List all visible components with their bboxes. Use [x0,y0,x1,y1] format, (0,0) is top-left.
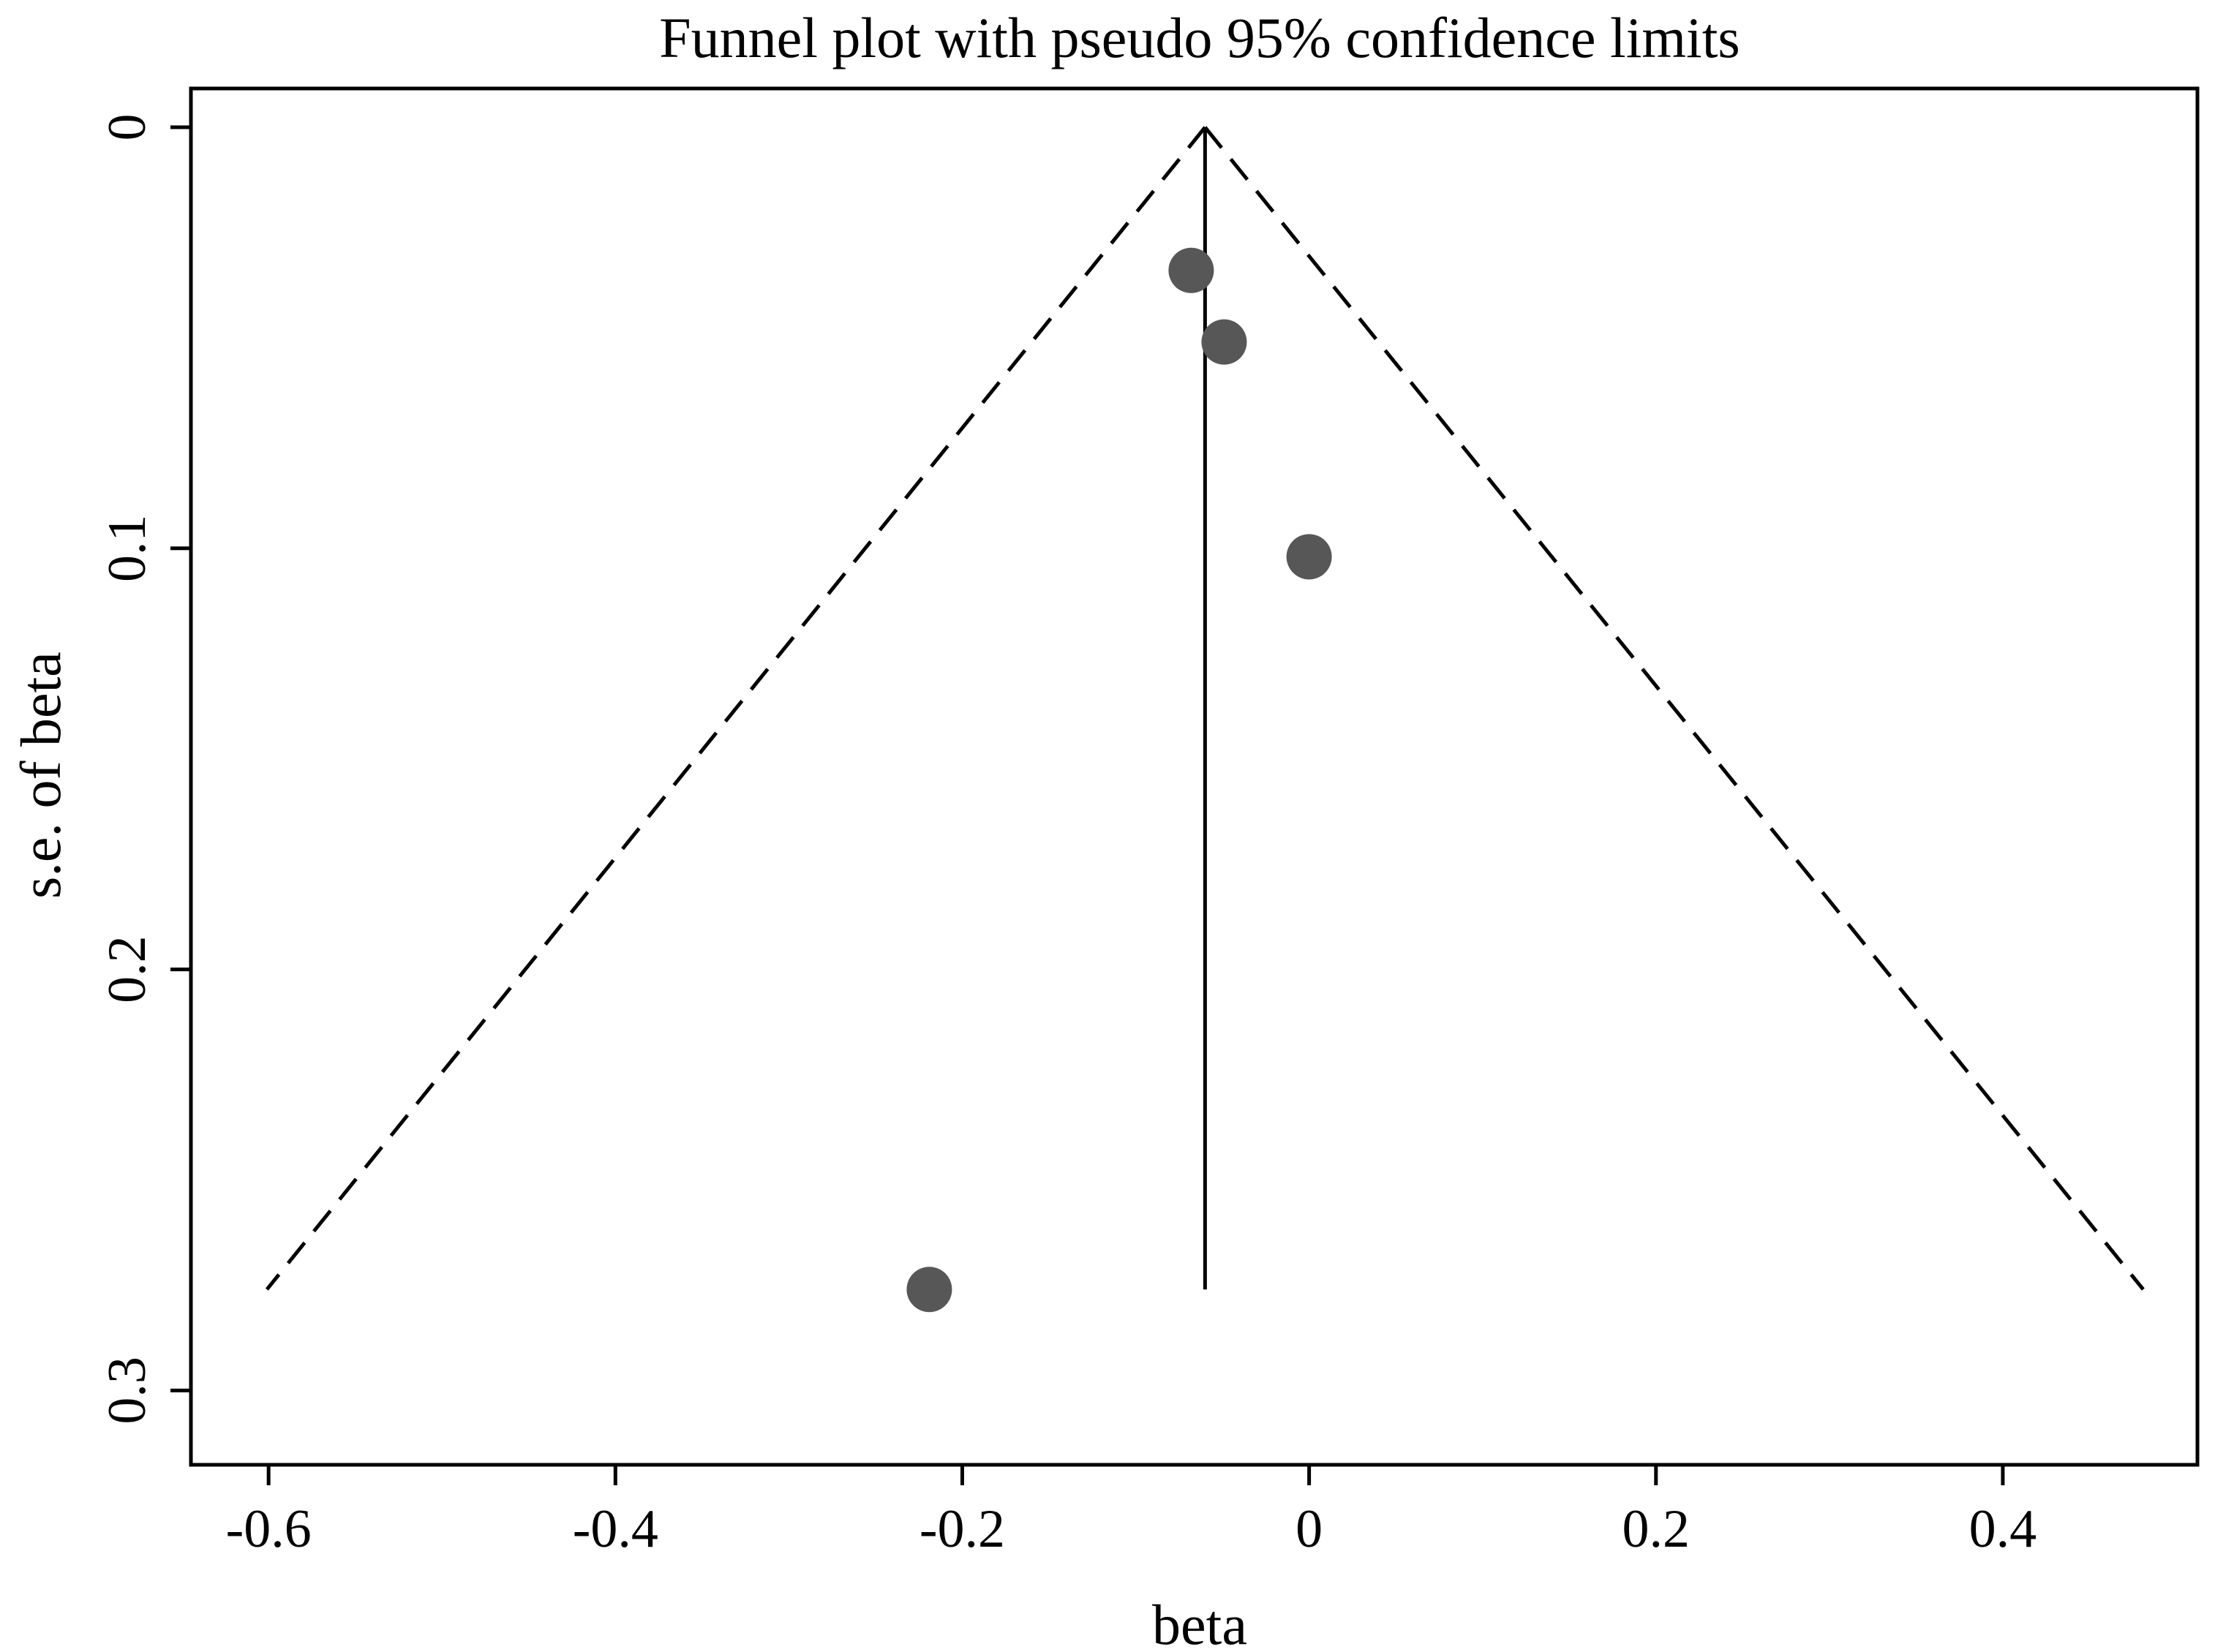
x-tick-label: 0.2 [1622,1499,1691,1559]
y-tick-label: 0 [97,114,157,141]
ci-lines [265,126,2145,1291]
y-axis: 0 0.1 0.2 0.3 [97,114,191,1425]
x-axis: -0.6 -0.4 -0.2 0 0.2 0.4 [226,1465,2037,1559]
data-point [906,1267,952,1313]
chart-title: Funnel plot with pseudo 95% confidence l… [659,6,1740,69]
data-point [1168,247,1214,293]
y-tick-label: 0.3 [97,1357,157,1425]
x-tick-label: 0.4 [1969,1499,2037,1559]
x-tick-label: 0 [1295,1499,1323,1559]
points [906,247,1332,1313]
y-tick-label: 0.1 [97,515,157,583]
y-tick-label: 0.2 [97,935,157,1003]
y-axis-label: s.e. of beta [9,652,72,899]
data-point [1286,534,1332,580]
plot-area [189,86,2200,1467]
x-tick-label: -0.4 [573,1499,658,1559]
data-point [1201,319,1247,365]
ci-upper-limit-line [1203,126,2145,1291]
x-axis-label: beta [1152,1593,1247,1652]
x-tick-label: -0.2 [920,1499,1005,1559]
ci-lower-limit-line [265,126,1207,1291]
x-tick-label: -0.6 [226,1499,312,1559]
